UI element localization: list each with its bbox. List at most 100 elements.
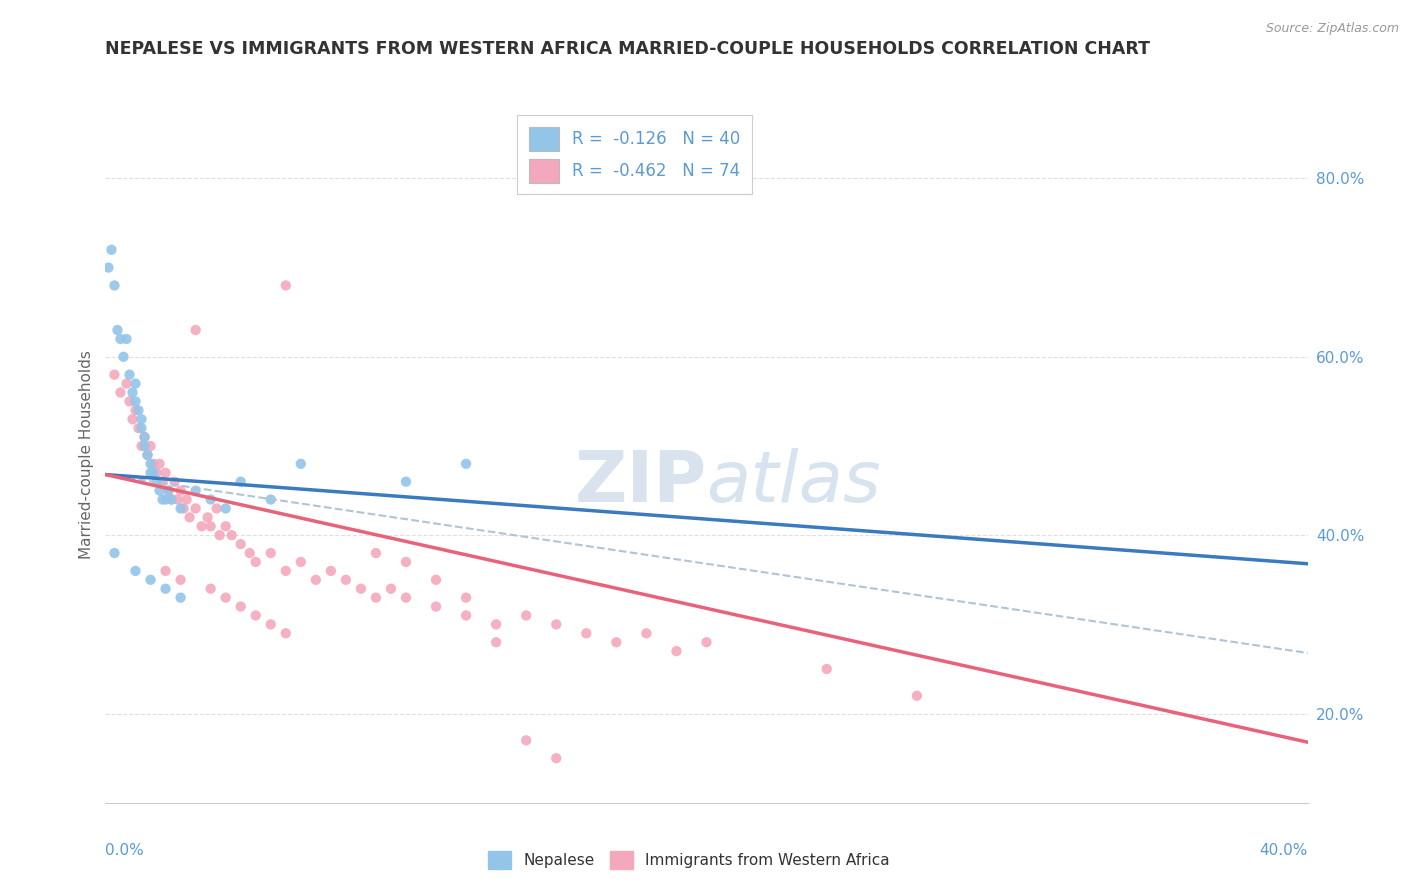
Text: Source: ZipAtlas.com: Source: ZipAtlas.com [1265, 22, 1399, 36]
Point [260, 617, 283, 632]
Point [515, 608, 537, 623]
Point [160, 492, 183, 507]
Point [290, 457, 312, 471]
Legend: Nepalese, Immigrants from Western Africa: Nepalese, Immigrants from Western Africa [482, 845, 896, 875]
Point [155, 466, 177, 480]
Point [134, 430, 156, 444]
Point [107, 323, 129, 337]
Point [103, 546, 125, 560]
Text: 0.0%: 0.0% [105, 843, 145, 858]
Point [546, 751, 568, 765]
Text: 40.0%: 40.0% [1260, 843, 1308, 858]
Y-axis label: Married-couple Households: Married-couple Households [79, 351, 94, 559]
Point [166, 492, 188, 507]
Point [200, 519, 222, 533]
Point [214, 591, 236, 605]
Point [139, 439, 162, 453]
Point [380, 582, 402, 596]
Point [118, 394, 141, 409]
Point [546, 617, 568, 632]
Point [169, 483, 191, 498]
Point [112, 350, 135, 364]
Point [274, 564, 297, 578]
Point [260, 492, 283, 507]
Point [605, 635, 627, 649]
Point [274, 278, 297, 293]
Point [160, 492, 183, 507]
Point [169, 591, 191, 605]
Point [148, 483, 170, 498]
Point [152, 475, 174, 489]
Point [176, 492, 198, 507]
Point [115, 332, 138, 346]
Point [131, 412, 153, 426]
Text: atlas: atlas [707, 449, 882, 517]
Point [260, 546, 283, 560]
Point [305, 573, 328, 587]
Point [155, 582, 177, 596]
Point [110, 332, 132, 346]
Point [136, 448, 159, 462]
Point [485, 635, 508, 649]
Point [118, 368, 141, 382]
Point [696, 635, 718, 649]
Point [131, 421, 153, 435]
Point [155, 564, 177, 578]
Point [205, 501, 228, 516]
Point [425, 573, 447, 587]
Point [179, 510, 201, 524]
Point [229, 537, 252, 551]
Legend: R =  -0.126   N = 40, R =  -0.462   N = 74: R = -0.126 N = 40, R = -0.462 N = 74 [517, 115, 752, 194]
Point [515, 733, 537, 747]
Point [157, 483, 180, 498]
Point [905, 689, 928, 703]
Point [173, 501, 195, 516]
Point [131, 439, 153, 453]
Point [100, 243, 122, 257]
Point [214, 519, 236, 533]
Point [395, 475, 418, 489]
Point [169, 501, 191, 516]
Point [425, 599, 447, 614]
Point [454, 457, 477, 471]
Point [245, 555, 267, 569]
Point [124, 376, 146, 391]
Point [184, 323, 207, 337]
Point [163, 475, 186, 489]
Point [335, 573, 357, 587]
Point [274, 626, 297, 640]
Point [221, 528, 243, 542]
Point [364, 591, 387, 605]
Point [134, 430, 156, 444]
Point [121, 412, 143, 426]
Point [454, 608, 477, 623]
Point [157, 483, 180, 498]
Point [139, 466, 162, 480]
Point [103, 278, 125, 293]
Point [239, 546, 262, 560]
Point [319, 564, 342, 578]
Point [197, 510, 219, 524]
Point [395, 555, 418, 569]
Point [485, 617, 508, 632]
Point [200, 582, 222, 596]
Text: ZIP: ZIP [574, 449, 707, 517]
Point [110, 385, 132, 400]
Point [136, 448, 159, 462]
Point [124, 394, 146, 409]
Point [142, 457, 165, 471]
Point [128, 421, 150, 435]
Point [815, 662, 838, 676]
Point [208, 528, 231, 542]
Point [139, 573, 162, 587]
Point [200, 492, 222, 507]
Point [214, 501, 236, 516]
Point [142, 466, 165, 480]
Point [139, 457, 162, 471]
Point [190, 519, 212, 533]
Point [454, 591, 477, 605]
Point [145, 466, 167, 480]
Point [145, 475, 167, 489]
Point [575, 626, 598, 640]
Point [103, 368, 125, 382]
